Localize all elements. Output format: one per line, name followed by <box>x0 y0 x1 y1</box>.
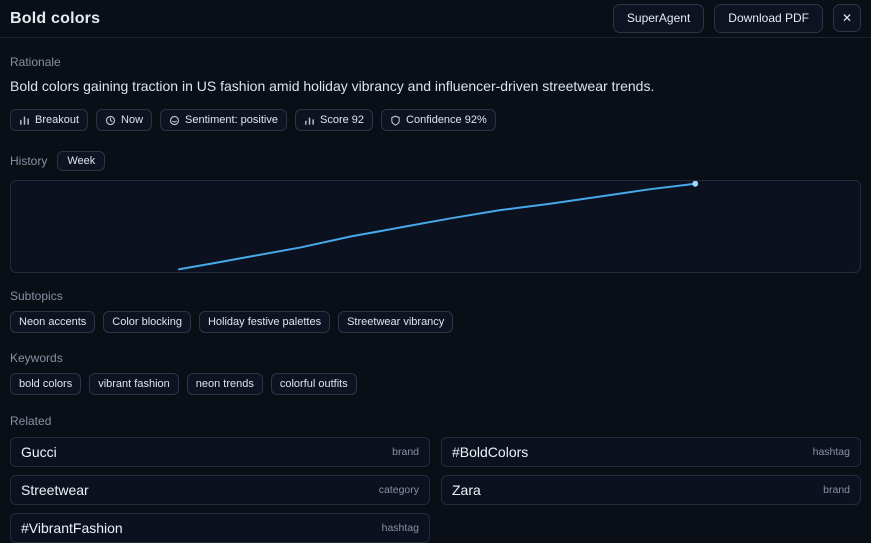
shield-icon <box>390 115 401 126</box>
related-type: brand <box>392 446 419 459</box>
header-actions: SuperAgent Download PDF ✕ <box>612 4 861 33</box>
sentiment-icon <box>169 115 180 126</box>
download-pdf-button[interactable]: Download PDF <box>714 4 823 33</box>
subtopic-chip[interactable]: Neon accents <box>10 311 96 334</box>
trend-line-svg <box>11 181 699 272</box>
range-label: Week <box>67 155 96 168</box>
range-week-button[interactable]: Week <box>57 151 106 172</box>
related-item[interactable]: #BoldColors hashtag <box>441 437 861 468</box>
related-item[interactable]: Gucci brand <box>10 437 430 468</box>
badge-label: Now <box>121 114 144 126</box>
keyword-chip[interactable]: bold colors <box>10 373 82 396</box>
page-title: Bold colors <box>10 9 101 27</box>
related-name: Zara <box>452 482 481 499</box>
confidence-badge[interactable]: Confidence 92% <box>381 109 496 132</box>
history-header: History Week <box>10 151 861 172</box>
related-item[interactable]: Streetwear category <box>10 475 430 506</box>
related-type: hashtag <box>381 522 419 535</box>
score-badge[interactable]: Score 92 <box>294 109 374 132</box>
rationale-text: Bold colors gaining traction in US fashi… <box>10 78 655 94</box>
score-bars-icon <box>304 115 315 126</box>
related-name: Streetwear <box>21 482 89 499</box>
panel-content: Rationale Bold colors gaining traction i… <box>0 55 871 543</box>
keyword-chip[interactable]: vibrant fashion <box>89 373 179 396</box>
badge-label: Score 92 <box>319 114 365 126</box>
subtopic-chip[interactable]: Color blocking <box>103 311 191 334</box>
related-name: Gucci <box>21 444 57 461</box>
badge-label: Sentiment: positive <box>185 114 278 126</box>
rationale-label: Rationale <box>10 55 61 69</box>
related-type: category <box>378 484 419 497</box>
close-button[interactable]: ✕ <box>833 4 861 33</box>
history-label: History <box>10 154 48 169</box>
subtopics-row: Neon accents Color blocking Holiday fest… <box>10 311 861 334</box>
subtopic-chip[interactable]: Holiday festive palettes <box>198 311 331 334</box>
related-name: #BoldColors <box>452 444 529 461</box>
now-badge[interactable]: Now <box>96 109 153 132</box>
sentiment-badge[interactable]: Sentiment: positive <box>160 109 287 132</box>
superagent-button[interactable]: SuperAgent <box>612 4 705 33</box>
related-item[interactable]: #VibrantFashion hashtag <box>10 513 430 543</box>
subtopic-chip[interactable]: Streetwear vibrancy <box>338 311 454 334</box>
keywords-label: Keywords <box>10 351 63 366</box>
related-label: Related <box>10 414 52 429</box>
keyword-chip[interactable]: colorful outfits <box>270 373 357 396</box>
subtopics-label: Subtopics <box>10 289 63 304</box>
bar-chart-icon <box>19 115 30 126</box>
clock-icon <box>105 115 116 126</box>
breakout-badge[interactable]: Breakout <box>10 109 89 132</box>
meta-badge-row: Breakout Now Sentiment: positive Score 9… <box>10 109 861 132</box>
keyword-chip[interactable]: neon trends <box>186 373 263 396</box>
related-type: hashtag <box>812 446 850 459</box>
close-icon: ✕ <box>841 11 853 26</box>
trend-line <box>179 184 695 270</box>
related-name: #VibrantFashion <box>21 520 123 537</box>
related-item[interactable]: Zara brand <box>441 475 861 506</box>
related-grid: Gucci brand #BoldColors hashtag Streetwe… <box>10 437 861 543</box>
keywords-row: bold colors vibrant fashion neon trends … <box>10 373 861 396</box>
related-type: brand <box>823 484 850 497</box>
panel-header: Bold colors SuperAgent Download PDF ✕ <box>0 0 871 38</box>
trend-endpoint-dot <box>692 181 699 188</box>
badge-label: Breakout <box>35 114 80 126</box>
badge-label: Confidence 92% <box>406 114 487 126</box>
trend-line-chart <box>10 180 861 274</box>
